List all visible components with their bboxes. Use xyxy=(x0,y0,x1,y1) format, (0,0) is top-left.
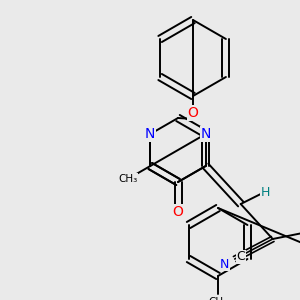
Text: N: N xyxy=(220,257,230,271)
Text: CH₃: CH₃ xyxy=(208,297,228,300)
Text: O: O xyxy=(188,106,198,120)
Text: N: N xyxy=(145,127,155,141)
Text: C: C xyxy=(236,250,245,263)
Text: O: O xyxy=(172,205,183,219)
Text: H: H xyxy=(261,185,270,199)
Text: N: N xyxy=(200,127,211,141)
Text: CH₃: CH₃ xyxy=(118,174,137,184)
